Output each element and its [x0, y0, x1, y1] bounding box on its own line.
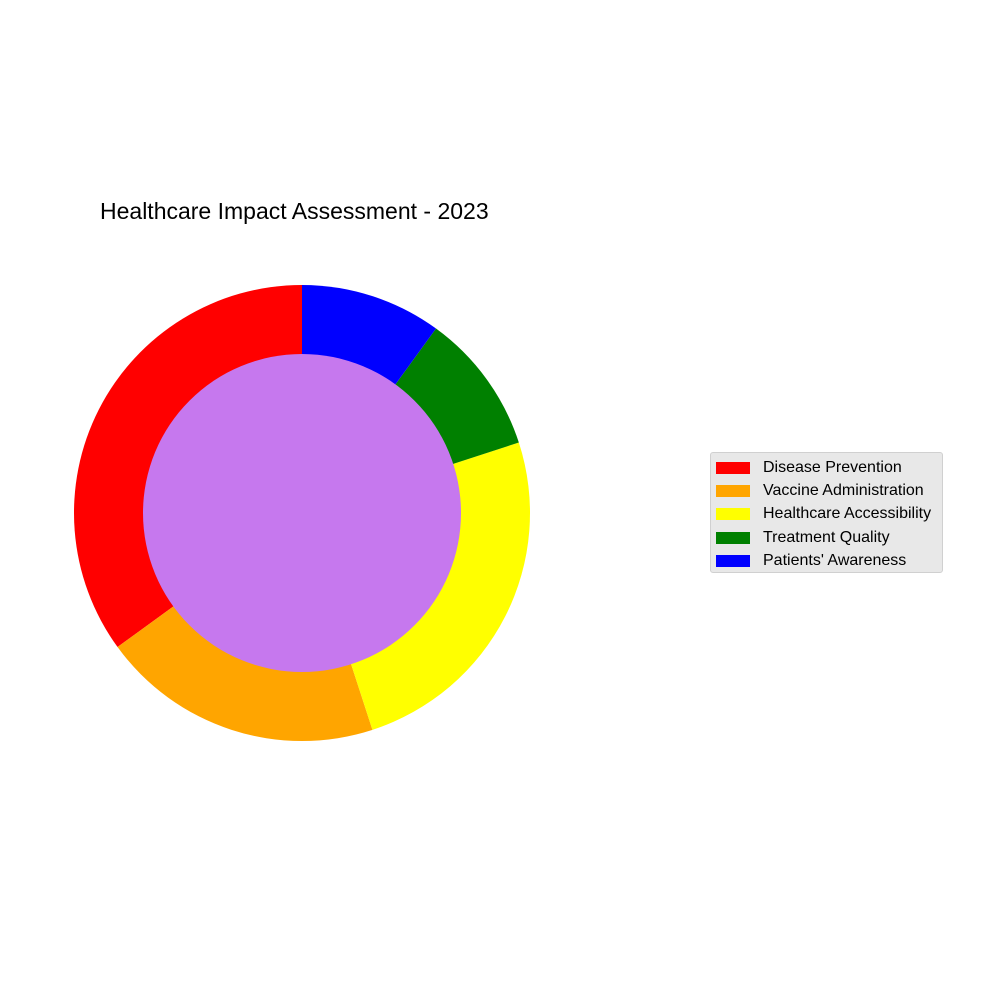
legend-item: Disease Prevention: [711, 456, 942, 479]
legend-item: Treatment Quality: [711, 526, 942, 549]
legend-label: Patients' Awareness: [763, 551, 907, 569]
legend-swatch: [716, 484, 750, 497]
legend-item: Patients' Awareness: [711, 549, 942, 572]
legend-item: Healthcare Accessibility: [711, 503, 942, 526]
chart-legend: Disease Prevention Vaccine Administration…: [710, 452, 943, 573]
legend-swatch: [716, 508, 750, 521]
legend-label: Disease Prevention: [763, 458, 902, 476]
legend-label: Treatment Quality: [763, 528, 890, 546]
legend-label: Vaccine Administration: [763, 481, 924, 499]
legend-label: Healthcare Accessibility: [763, 505, 932, 523]
legend-swatch: [716, 461, 750, 474]
donut-center: [143, 354, 461, 672]
legend-swatch: [716, 531, 750, 544]
chart-title: Healthcare Impact Assessment - 2023: [100, 198, 489, 224]
legend-swatch: [716, 554, 750, 567]
legend-item: Vaccine Administration: [711, 479, 942, 502]
